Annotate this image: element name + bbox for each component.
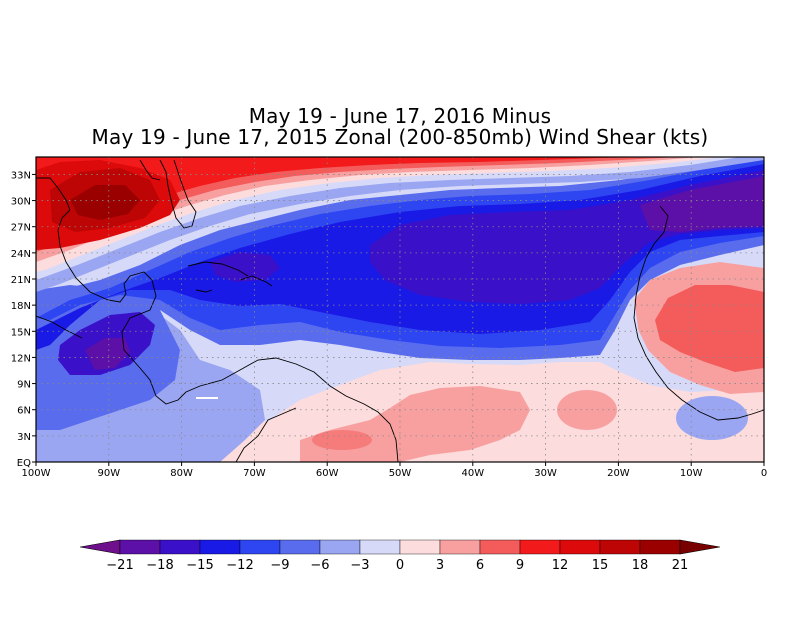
- colorbar-label: 6: [476, 558, 484, 573]
- y-tick-label: 12N: [11, 353, 31, 364]
- colorbar-swatch: [199, 539, 241, 555]
- field-pos6-east: [655, 285, 764, 372]
- colorbar-label: 12: [552, 558, 569, 573]
- colorbar-swatch: [159, 539, 201, 555]
- colorbar-label: −6: [310, 558, 329, 573]
- colorbar-label: −21: [106, 558, 133, 573]
- colorbar-swatch: [239, 539, 281, 555]
- field-neg3-east-edge: [626, 300, 650, 365]
- colombia-coast: [235, 407, 297, 462]
- coastlines: [36, 159, 764, 462]
- field-pos9-north: [36, 157, 660, 246]
- x-axis: 100W 90W 80W 70W 60W 50W 40W 30W 20W 10W 0: [22, 462, 767, 479]
- pacific-mexico-coast: [36, 315, 83, 339]
- field-neg21-west: [85, 338, 130, 370]
- y-tick-label: 3N: [17, 432, 31, 443]
- colorbar-swatch: [399, 539, 441, 555]
- colorbar: −21 −18 −15 −12 −9 −6 −3 0 3 6 9 12 15 18 21: [79, 539, 721, 573]
- colorbar-label: 3: [436, 558, 444, 573]
- hispaniola-coast: [239, 275, 273, 287]
- x-tick-label: 70W: [243, 468, 266, 479]
- y-tick-label: 21N: [11, 275, 31, 286]
- field-neg18-carib: [210, 252, 280, 282]
- x-tick-label: 100W: [22, 468, 51, 479]
- colorbar-swatch: [119, 539, 161, 555]
- colorbar-label: −18: [146, 558, 173, 573]
- colorbar-label: 9: [516, 558, 524, 573]
- colorbar-label: 18: [632, 558, 649, 573]
- field-neg6-east: [676, 396, 748, 440]
- colorbar-swatch: [519, 539, 561, 555]
- colorbar-swatch: [599, 539, 641, 555]
- x-tick-label: 60W: [316, 468, 339, 479]
- cuba-coast: [187, 261, 249, 277]
- y-tick-label: 9N: [17, 380, 31, 391]
- colorbar-label: −12: [226, 558, 253, 573]
- x-tick-label: 30W: [534, 468, 557, 479]
- x-tick-label: 90W: [97, 468, 120, 479]
- y-tick-label: 30N: [11, 197, 31, 208]
- y-tick-label: 18N: [11, 301, 31, 312]
- colorbar-label: −15: [186, 558, 213, 573]
- colorbar-label: 0: [396, 558, 404, 573]
- colorbar-label: 15: [592, 558, 609, 573]
- colorbar-label: 21: [672, 558, 689, 573]
- x-tick-label: 10W: [680, 468, 703, 479]
- colorbar-swatch: [279, 539, 321, 555]
- y-tick-label: EQ: [17, 458, 31, 469]
- y-tick-label: 33N: [11, 170, 31, 181]
- colorbar-arrow-low: [79, 539, 121, 555]
- colorbar-swatch: [639, 539, 681, 555]
- africa-coast: [633, 205, 764, 421]
- grid-lines: [36, 157, 764, 462]
- field-pos6-spot: [312, 430, 372, 450]
- y-tick-label: 15N: [11, 327, 31, 338]
- jamaica-coast: [195, 289, 213, 293]
- map-title-line-1: May 19 - June 17, 2016 Minus: [248, 104, 552, 128]
- colorbar-swatch: [319, 539, 361, 555]
- y-tick-label: 27N: [11, 223, 31, 234]
- gulf-coast-north: [139, 159, 161, 181]
- x-tick-label: 40W: [461, 468, 484, 479]
- colorbar-label: −9: [270, 558, 289, 573]
- x-tick-label: 0: [761, 468, 767, 479]
- y-tick-label: 24N: [11, 249, 31, 260]
- field-neg21-east: [640, 176, 764, 232]
- colorbar-arrow-high: [679, 539, 721, 555]
- florida-coast: [159, 159, 197, 229]
- colorbar-label: −3: [350, 558, 369, 573]
- map-title-line-2: May 19 - June 17, 2015 Zonal (200-850mb)…: [91, 125, 709, 149]
- y-axis: EQ 3N 6N 9N 12N 15N 18N 21N 24N 27N 30N 33N: [11, 170, 36, 469]
- x-tick-label: 80W: [170, 468, 193, 479]
- colorbar-swatch: [479, 539, 521, 555]
- colorbar-swatch: [559, 539, 601, 555]
- x-tick-label: 50W: [389, 468, 412, 479]
- y-tick-label: 6N: [17, 406, 31, 417]
- x-tick-label: 20W: [607, 468, 630, 479]
- colorbar-swatch: [359, 539, 401, 555]
- americas-coast: [36, 177, 399, 462]
- field-pos18-gulf: [70, 185, 140, 220]
- colorbar-swatch: [439, 539, 481, 555]
